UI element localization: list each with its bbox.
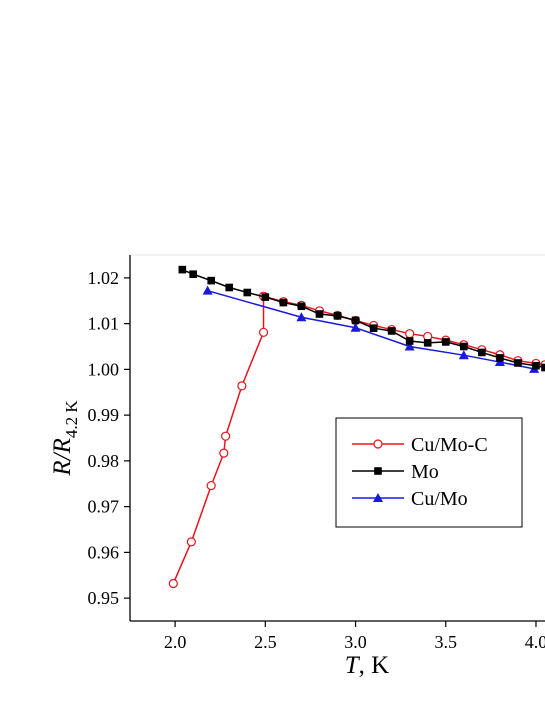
data-point-mo — [441, 338, 450, 346]
data-point-mo — [460, 342, 468, 351]
data-point-mo — [243, 288, 252, 297]
y-tick-label: 1.01 — [88, 314, 120, 334]
data-point-mo — [351, 316, 360, 325]
data-point-cu-mo-c — [168, 578, 178, 589]
data-point-cu-mo — [404, 341, 415, 351]
data-point-mo — [189, 270, 197, 279]
data-point-mo — [369, 324, 378, 332]
x-tick-label: 4.0 — [525, 632, 545, 652]
data-point-mo — [297, 302, 306, 311]
series-cu-mo — [202, 285, 540, 373]
data-point-mo — [279, 298, 288, 307]
x-tick-label: 3.5 — [435, 632, 458, 652]
data-point-cu-mo-c — [405, 329, 415, 339]
x-tick-group: 2.0 2.5 3.0 3.5 4.0 — [164, 621, 545, 652]
y-tick-label: 0.96 — [88, 542, 120, 562]
series-line-mo — [182, 268, 545, 369]
data-point-cu-mo — [296, 312, 307, 322]
data-point-mo — [405, 337, 414, 345]
legend-item-cu-mo-c: Cu/Mo-C — [352, 434, 488, 456]
y-tick-label: 1.02 — [88, 268, 120, 288]
legend-label-mo: Mo — [411, 461, 439, 483]
data-point-cu-mo-c — [219, 448, 229, 458]
series-layer — [168, 265, 545, 589]
data-point-cu-mo — [350, 322, 361, 332]
legend-label-cu-mo: Cu/Mo — [411, 488, 468, 510]
data-point-mo — [387, 327, 396, 335]
data-point-cu-mo — [458, 350, 469, 360]
legend-marker-cu-mo — [373, 493, 383, 502]
legend-marker-mo — [374, 467, 382, 475]
data-point-mo — [178, 265, 187, 274]
data-point-mo — [207, 276, 215, 285]
data-point-mo — [514, 359, 522, 367]
data-point-mo — [478, 348, 486, 357]
legend-box — [335, 417, 523, 528]
data-point-cu-mo-c — [221, 431, 231, 441]
legend-item-mo: Mo — [352, 461, 439, 483]
data-point-mo — [532, 361, 540, 370]
legend-item-cu-mo: Cu/Mo — [352, 488, 468, 510]
x-tick-label: 2.0 — [164, 632, 187, 652]
y-tick-group: 0.95 0.96 0.97 0.98 0.99 1.00 1.01 1.02 — [88, 268, 130, 608]
data-point-mo — [496, 354, 504, 362]
y-tick-label: 0.99 — [88, 405, 120, 425]
legend: Cu/Mo-C Mo Cu/Mo — [335, 417, 523, 528]
data-point-cu-mo-c — [237, 381, 247, 391]
legend-marker-cu-mo-c — [373, 439, 383, 449]
x-tick-label: 2.5 — [254, 632, 277, 652]
data-point-mo — [333, 312, 342, 320]
y-tick-label: 0.97 — [88, 497, 120, 517]
data-point-mo — [261, 293, 270, 301]
data-point-mo — [423, 339, 432, 347]
y-tick-label: 0.98 — [88, 451, 120, 471]
data-point-cu-mo-c — [186, 537, 196, 547]
x-axis-label: T, K — [345, 652, 389, 679]
x-tick-label: 3.0 — [344, 632, 367, 652]
data-point-mo — [225, 283, 234, 292]
data-point-mo — [315, 310, 324, 318]
data-point-cu-mo-c — [258, 327, 269, 337]
legend-label-cu-mo-c: Cu/Mo-C — [411, 434, 488, 456]
y-tick-label: 0.95 — [88, 588, 120, 608]
series-mo — [178, 265, 545, 372]
y-axis-label: R/R4.2 K — [49, 400, 81, 477]
y-tick-label: 1.00 — [88, 359, 120, 379]
data-point-cu-mo — [202, 285, 213, 295]
data-point-mo — [541, 363, 545, 372]
data-point-cu-mo-c — [206, 480, 216, 491]
